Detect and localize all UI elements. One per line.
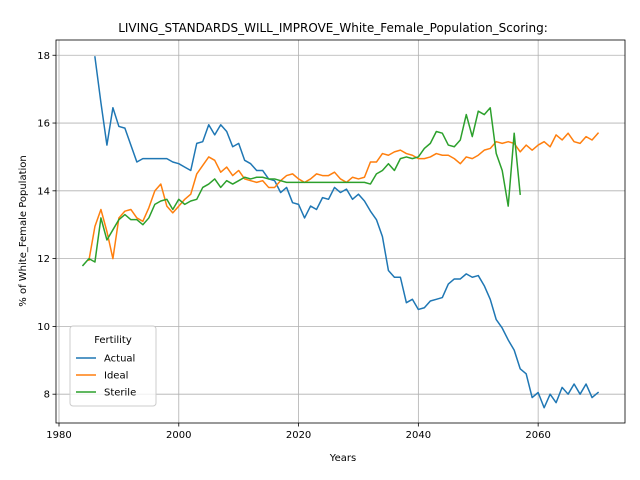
y-tick-label: 16	[37, 119, 50, 130]
legend-entries: Actual Ideal Sterile	[76, 354, 136, 399]
x-tick-label: 2020	[286, 430, 311, 441]
y-tick-label: 14	[37, 186, 50, 197]
x-tick-label: 2040	[406, 430, 431, 441]
y-ticks: 8 10 12 14 16 18	[37, 51, 56, 401]
chart-title: LIVING_STANDARDS_WILL_IMPROVE_White_Fema…	[118, 21, 548, 35]
x-tick-label: 1980	[46, 430, 71, 441]
legend-title: Fertility	[94, 335, 132, 346]
plot-frame	[55, 39, 626, 424]
y-tick-label: 8	[44, 390, 50, 401]
series-line-actual	[94, 56, 600, 409]
legend-label-sterile: Sterile	[104, 388, 136, 399]
x-tick-label: 2060	[525, 430, 550, 441]
legend: Fertility Actual Ideal Sterile	[69, 325, 157, 407]
series-lines	[81, 56, 600, 409]
x-tick-label: 2000	[166, 430, 191, 441]
legend-box	[69, 325, 157, 407]
legend-label-ideal: Ideal	[104, 371, 128, 382]
x-axis-label: Years	[329, 453, 356, 464]
x-ticks: 1980 2000 2020 2040 2060	[46, 423, 551, 441]
y-tick-label: 10	[37, 322, 50, 333]
y-tick-label: 12	[37, 254, 50, 265]
y-tick-label: 18	[37, 51, 50, 62]
y-axis-label: % of White_Female Population	[18, 155, 29, 306]
series-line-sterile	[81, 107, 521, 267]
legend-label-actual: Actual	[104, 354, 135, 365]
